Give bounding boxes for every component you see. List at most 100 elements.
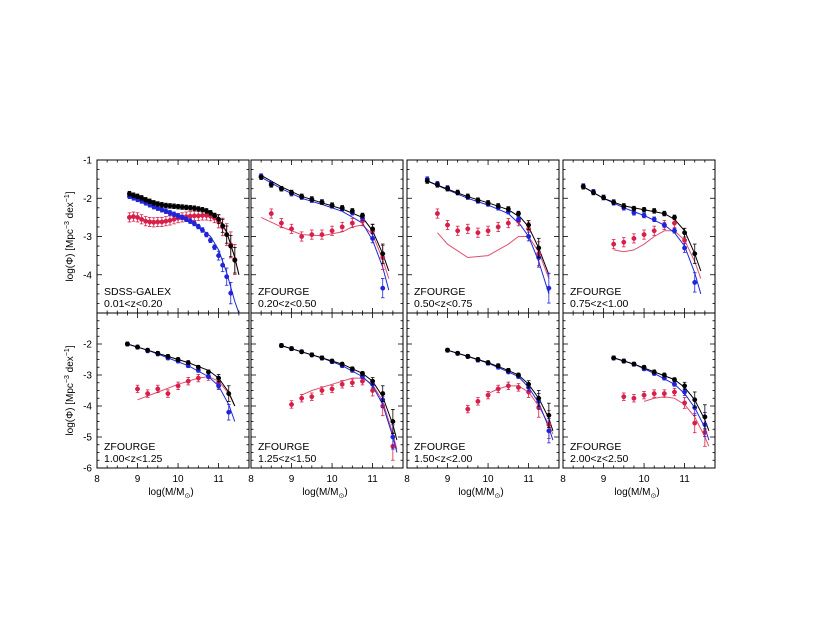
data-point-sf-1-13	[179, 214, 185, 220]
data-point-total-6-6	[339, 361, 345, 367]
data-point-total-4-11	[692, 251, 698, 257]
data-point-q-7-0	[465, 406, 471, 412]
data-point-total-8-8	[692, 397, 698, 403]
data-point-sf-1-18	[199, 227, 205, 233]
data-point-q-3-5	[485, 228, 491, 234]
data-point-sf-4-6	[641, 213, 647, 218]
data-point-q-8-0	[621, 394, 627, 400]
data-point-q-2-3	[299, 234, 305, 239]
y-tick-label-5-4: -6	[83, 464, 92, 475]
data-point-total-5-1	[135, 344, 140, 350]
data-point-sf-1-20	[208, 237, 213, 243]
data-point-total-3-2	[445, 186, 450, 192]
x-tick-label-8-1: 9	[601, 474, 607, 485]
data-point-q-7-3	[495, 386, 501, 392]
data-point-q-2-5	[319, 232, 325, 238]
data-point-total-2-10	[360, 213, 365, 218]
data-point-sf-4-10	[682, 245, 688, 251]
data-point-total-1-21	[212, 213, 217, 218]
fit-line-quiescent-8	[643, 396, 710, 447]
data-point-sf-1-22	[216, 253, 222, 259]
data-point-total-2-0	[258, 174, 264, 180]
x-tick-label-5-1: 9	[135, 474, 141, 485]
data-point-q-2-0	[268, 211, 274, 217]
data-point-total-7-6	[505, 367, 511, 373]
data-point-total-1-22	[216, 216, 222, 222]
data-point-total-1-19	[203, 208, 209, 214]
data-point-sf-1-15	[187, 218, 193, 224]
panel-redshift-label-7: 1.50<z<2.00	[414, 453, 473, 465]
data-point-total-8-9	[702, 414, 708, 420]
data-point-q-1-8	[159, 219, 165, 225]
data-point-total-3-4	[465, 193, 471, 199]
data-point-q-4-4	[651, 228, 657, 234]
data-point-total-3-6	[485, 200, 491, 206]
data-point-q-3-1	[445, 222, 450, 228]
x-tick-label-8-2: 10	[639, 474, 651, 485]
data-point-total-6-7	[349, 366, 355, 372]
data-point-total-4-6	[641, 207, 647, 213]
data-point-total-3-1	[434, 182, 440, 188]
y-tick-label-5-3: -5	[83, 433, 92, 444]
data-point-total-6-2	[299, 349, 305, 355]
data-point-q-5-1	[145, 391, 151, 397]
data-point-q-3-3	[465, 226, 471, 232]
data-point-q-8-1	[631, 395, 637, 401]
data-point-total-2-6	[319, 199, 325, 205]
data-point-total-1-14	[183, 204, 189, 210]
data-point-total-6-0	[278, 343, 284, 348]
data-point-total-8-4	[651, 369, 657, 375]
data-point-q-2-4	[309, 232, 315, 238]
data-point-q-1-15	[187, 213, 193, 219]
data-point-sf-5-10	[226, 409, 232, 415]
data-point-sf-1-16	[191, 221, 197, 226]
data-point-total-8-2	[631, 361, 637, 367]
x-tick-label-5-2: 10	[173, 474, 185, 485]
data-point-total-6-8	[360, 371, 365, 376]
data-point-sf-7-10	[546, 428, 552, 434]
data-point-total-7-7	[516, 372, 521, 378]
fit-line-total-6	[281, 345, 398, 441]
x-tick-label-8-0: 8	[560, 474, 566, 485]
data-point-total-4-1	[590, 190, 596, 195]
panel-redshift-label-5: 1.00<z<1.25	[104, 453, 163, 465]
data-point-q-1-10	[167, 217, 173, 223]
x-axis-title-8: log(M/M⊙)	[614, 487, 659, 500]
data-point-total-2-7	[329, 202, 335, 208]
data-point-total-6-4	[319, 355, 325, 361]
data-point-total-1-1	[131, 192, 136, 198]
x-tick-label-6-0: 8	[248, 474, 254, 485]
data-point-q-1-4	[143, 218, 149, 224]
data-point-sf-3-10	[526, 234, 532, 239]
y-axis-title-row-1: log(Φ) [Mpc−3 dex−1]	[64, 191, 76, 281]
data-point-total-5-6	[185, 360, 191, 366]
data-point-q-4-7	[682, 237, 688, 243]
data-point-q-1-16	[191, 213, 197, 219]
data-point-q-3-7	[505, 220, 511, 226]
data-point-q-5-6	[195, 375, 201, 381]
data-point-q-2-6	[329, 228, 335, 234]
data-point-q-6-7	[360, 378, 365, 384]
data-point-total-4-0	[580, 184, 586, 190]
y-tick-label-5-0: -2	[83, 340, 92, 351]
data-point-total-8-5	[661, 372, 667, 378]
data-point-total-1-11	[171, 203, 177, 209]
data-point-q-6-5	[339, 381, 345, 387]
data-point-total-2-4	[299, 193, 305, 199]
data-point-total-6-11	[390, 419, 396, 424]
data-point-sf-8-7	[682, 389, 688, 395]
panel-redshift-label-3: 0.50<z<0.75	[414, 298, 473, 310]
x-tick-label-6-2: 10	[327, 474, 339, 485]
fit-line-quiescent-7	[487, 385, 554, 435]
panel-survey-label-6: ZFOURGE	[258, 441, 309, 453]
data-point-total-4-5	[631, 206, 637, 212]
data-point-total-5-9	[216, 375, 222, 381]
panel-redshift-label-2: 0.20<z<0.50	[258, 298, 317, 310]
data-point-q-1-5	[147, 219, 153, 225]
panel-survey-label-8: ZFOURGE	[570, 441, 621, 453]
